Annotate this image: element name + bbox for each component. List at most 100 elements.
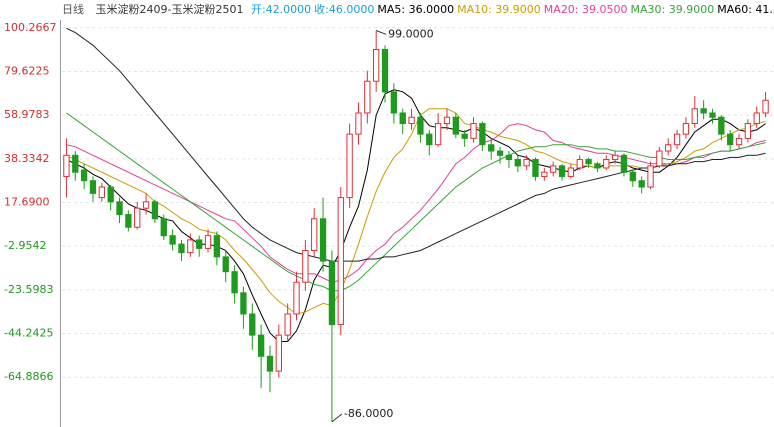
candle-body: [656, 150, 663, 167]
annotation-label: -86.0000: [344, 407, 393, 420]
header-item: 收:46.0000: [314, 2, 374, 16]
candle-body: [160, 218, 167, 237]
period: 日线: [62, 2, 84, 16]
candle-body: [682, 123, 690, 135]
candle-body: [328, 260, 336, 326]
candle-body: [611, 154, 619, 161]
candle-body: [107, 186, 114, 203]
candle-body: [196, 239, 203, 249]
y-tick-label: 38.3342: [4, 152, 50, 165]
candle-body: [302, 250, 309, 283]
header-item: MA60: 41.366: [717, 3, 774, 16]
candle-body: [311, 218, 318, 252]
candle-body: [89, 180, 97, 194]
candle-body: [470, 123, 477, 139]
header-item: MA5: 36.0000: [377, 3, 454, 16]
header-item: MA20: 39.0500: [544, 3, 628, 16]
candle-body: [275, 334, 282, 372]
candle-body: [762, 99, 769, 114]
candle-body: [594, 163, 601, 169]
candle-body: [134, 207, 141, 228]
candle-body: [284, 313, 291, 336]
candle-body: [735, 137, 743, 146]
chart-header: 日线 玉米淀粉2409-玉米淀粉2501 开:42.0000 收:46.0000 M…: [62, 2, 774, 16]
candle-body: [116, 201, 123, 216]
candle-body: [585, 159, 592, 165]
candle-body: [293, 281, 300, 315]
candle-body: [691, 108, 698, 125]
annotation-line: [375, 29, 387, 35]
candle-body: [408, 116, 415, 125]
candle-body: [426, 133, 433, 146]
y-tick-label: 58.9783: [4, 108, 50, 121]
candle-body: [576, 159, 583, 169]
candle-body: [178, 243, 185, 254]
y-tick-label: 100.2667: [4, 21, 57, 34]
y-tick-label: 17.6900: [4, 195, 50, 208]
y-tick-label: 79.6225: [4, 64, 50, 77]
candle-body: [665, 144, 672, 152]
ma-line: [66, 89, 766, 342]
candle-body: [638, 180, 645, 188]
candle-body: [80, 169, 88, 182]
y-tick-label: -64.8866: [4, 370, 53, 383]
candle-body: [364, 80, 371, 114]
candle-body: [222, 256, 229, 273]
y-tick-label: -23.5983: [4, 283, 53, 296]
candle-body: [240, 292, 247, 315]
ma-line: [66, 108, 766, 315]
ma-line: [66, 112, 766, 292]
candle-body: [72, 154, 79, 173]
candle-body: [541, 171, 548, 177]
candle-body: [709, 112, 716, 118]
candle-body: [319, 218, 327, 262]
candle-body: [550, 165, 557, 173]
y-tick-label: -44.2425: [4, 327, 53, 340]
candle-body: [629, 171, 636, 182]
candle-body: [488, 144, 495, 152]
candle-body: [673, 133, 681, 146]
candle-body: [98, 186, 105, 199]
candle-body: [373, 49, 380, 82]
candle-body: [231, 271, 238, 294]
y-tick-label: -2.9542: [4, 239, 46, 252]
candle-body: [63, 154, 70, 177]
candle-body: [355, 112, 362, 135]
candle-body: [187, 239, 194, 254]
candle-body: [213, 235, 221, 258]
header-item: MA10: 39.9000: [457, 3, 541, 16]
candle-body: [461, 133, 468, 139]
candle-body: [257, 334, 265, 357]
candle-body: [266, 355, 274, 372]
candle-body: [505, 154, 513, 161]
annotation-line: [331, 413, 343, 423]
header-item: 开:42.0000: [251, 3, 311, 16]
candle-body: [142, 201, 150, 209]
candle-body: [151, 201, 159, 220]
candle-body: [514, 159, 521, 167]
candle-body: [700, 108, 707, 114]
symbol: 玉米淀粉2409-玉米淀粉2501: [96, 2, 244, 16]
candle-body: [496, 150, 504, 156]
candle-body: [337, 197, 344, 326]
candle-body: [249, 313, 256, 336]
annotation-label: 99.0000: [388, 27, 434, 40]
candle-body: [452, 116, 459, 135]
candle-body: [718, 116, 725, 135]
candle-body: [753, 112, 760, 125]
candle-body: [567, 167, 575, 177]
candle-body: [434, 123, 442, 146]
candle-body: [603, 159, 610, 169]
candle-body: [417, 116, 424, 135]
candle-body: [169, 235, 176, 245]
candle-body: [381, 49, 389, 93]
candle-body: [346, 133, 353, 199]
candle-body: [443, 116, 451, 125]
candle-body: [744, 123, 752, 139]
candle-body: [532, 159, 539, 177]
candle-body: [390, 91, 398, 114]
candle-body: [727, 133, 734, 146]
candle-body: [399, 112, 406, 125]
